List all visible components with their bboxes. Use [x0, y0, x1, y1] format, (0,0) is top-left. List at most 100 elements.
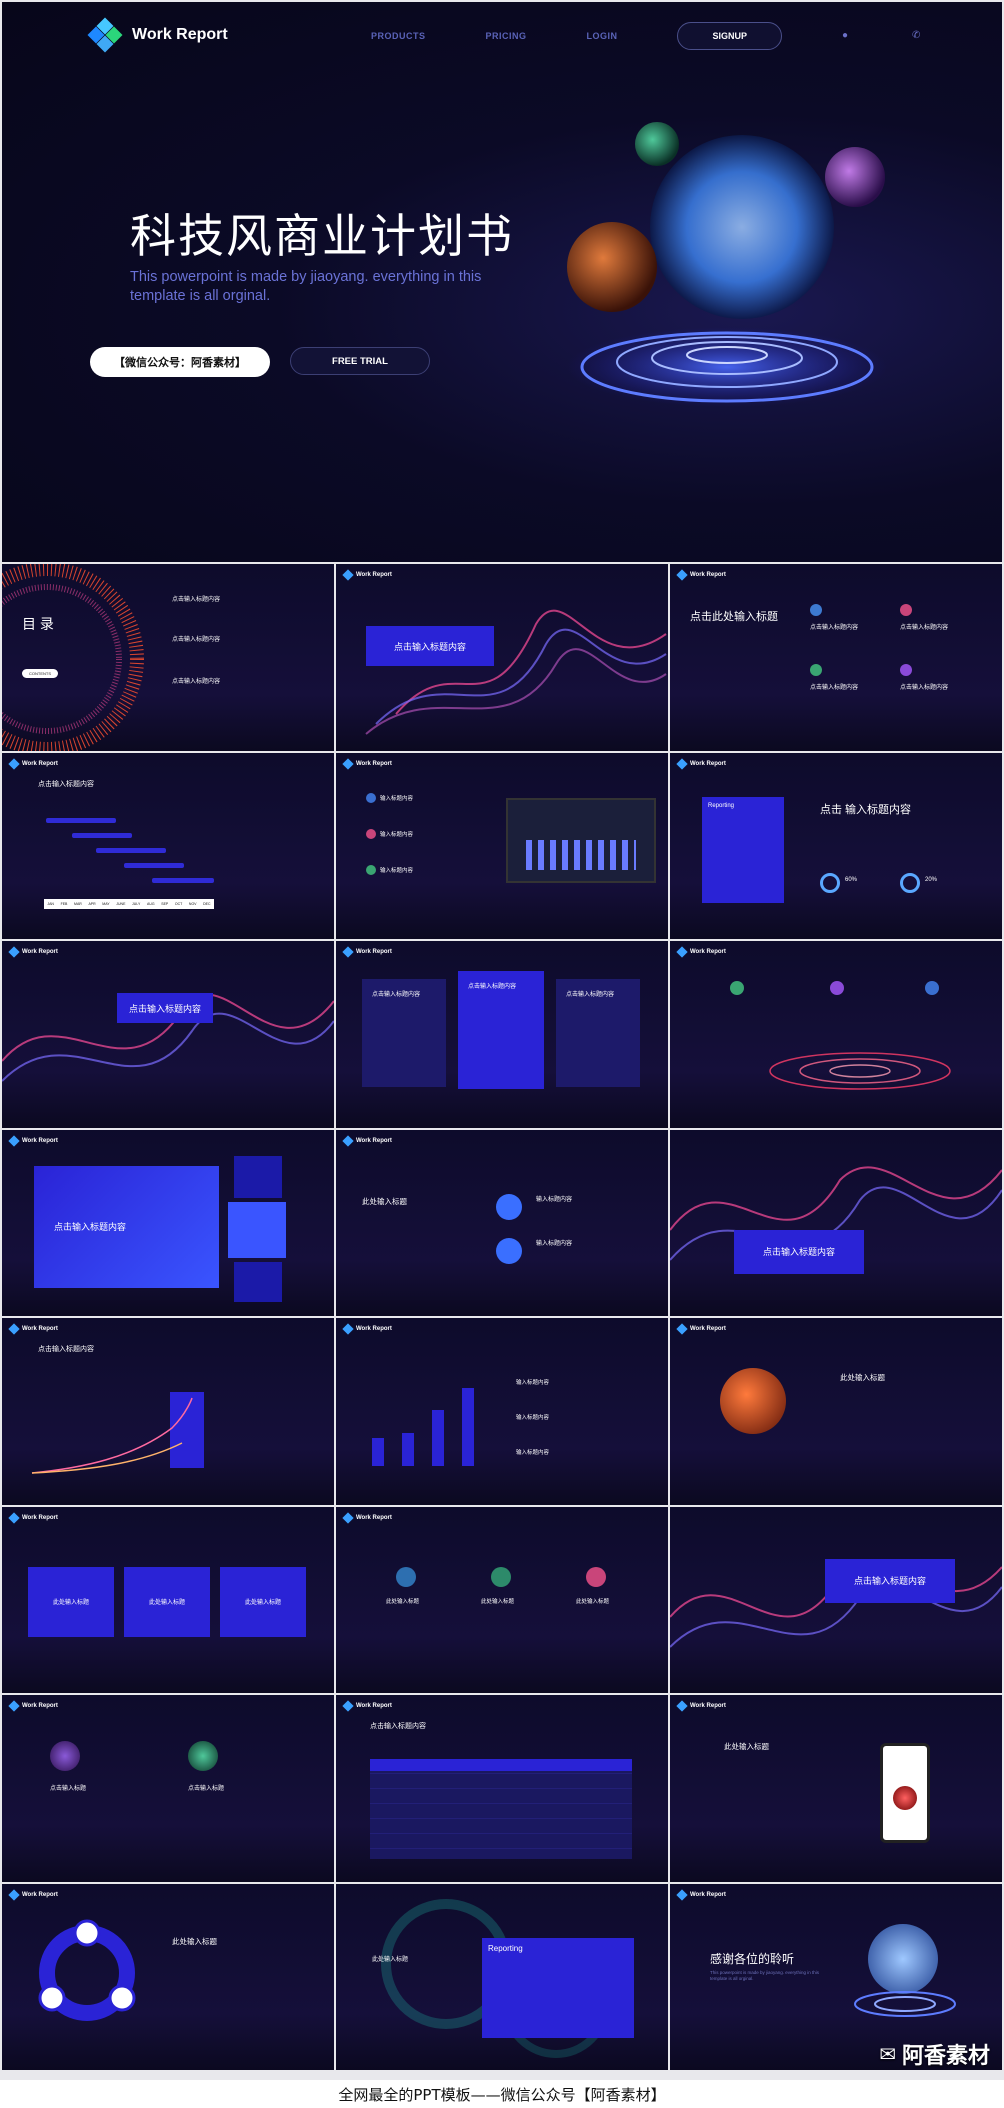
s3-item-2: 点击输入标题内容: [900, 625, 949, 631]
logo-icon: [87, 17, 123, 53]
s5-item-1: 输入标题内容: [380, 795, 414, 802]
mini-logo: Work Report: [342, 757, 392, 770]
slide-two-orbs[interactable]: Work Report 点击输入标题 点击输入标题: [2, 1695, 334, 1882]
slide-big-blue[interactable]: Work Report 点击输入标题内容: [2, 1129, 334, 1316]
mini-logo: Work Report: [8, 946, 58, 958]
top-nav: PRODUCTS PRICING LOGIN SIGNUP ● ✆: [371, 22, 922, 50]
s19-col-1: 点击输入标题: [50, 1786, 87, 1792]
month-label: JULY: [132, 901, 141, 906]
free-trial-button[interactable]: FREE TRIAL: [290, 347, 430, 375]
slide-three-cards[interactable]: Work Report 此处输入标题 此处输入标题 此处输入标题: [2, 1506, 334, 1693]
slide-wave-box[interactable]: Work Report 点击输入标题内容: [336, 564, 668, 751]
slide-wave-3[interactable]: 点击输入标题内容: [670, 1129, 1002, 1316]
s11-item-2: 输入标题内容: [536, 1240, 573, 1247]
slide-wave-2[interactable]: Work Report 点击输入标题内容: [2, 941, 334, 1128]
slide-three-cols[interactable]: Work Report 点击输入标题内容 点击输入标题内容 点击输入标题内容: [336, 941, 668, 1128]
wave-graphic: [365, 609, 667, 735]
month-label: SEP: [161, 901, 169, 906]
slide-icons[interactable]: Work Report 此处输入标题 输入标题内容 输入标题内容: [336, 1129, 668, 1316]
blue-sphere: [650, 135, 834, 319]
s10-title-box: 点击输入标题内容: [34, 1165, 219, 1288]
mini-logo: Work Report: [8, 757, 58, 770]
s7-title-box: 点击输入标题内容: [117, 993, 213, 1023]
s5-item-3: 输入标题内容: [380, 867, 414, 874]
title-box: 点击输入标题内容: [366, 626, 494, 666]
ring-graphic: [2, 564, 144, 751]
s6-title: 点击 输入标题内容: [820, 803, 912, 816]
nav-pricing[interactable]: PRICING: [485, 31, 527, 41]
glow: [567, 327, 887, 407]
contents-button[interactable]: CONTENTS: [22, 669, 58, 678]
col-card-3: 点击输入标题内容: [556, 979, 640, 1087]
mini-logo: Work Report: [342, 1134, 392, 1147]
s4-title: 点击输入标题内容: [38, 780, 94, 788]
toc-title: 目 录: [22, 616, 54, 632]
slide-dashboard[interactable]: Work Report 输入标题内容 输入标题内容 输入标题内容: [336, 752, 668, 939]
mini-logo: Work Report: [8, 1700, 58, 1712]
footer-caption: 全网最全的PPT模板——微信公众号【阿香素材】: [0, 2080, 1004, 2108]
ring-base: [854, 1990, 956, 2017]
slide-three-orbs[interactable]: Work Report 此处输入标题 此处输入标题 此处输入标题: [336, 1506, 668, 1693]
chat-icon[interactable]: ●: [842, 30, 849, 41]
brand-logo[interactable]: Work Report: [87, 17, 228, 53]
table: [370, 1759, 632, 1859]
mini-logo: Work Report: [342, 569, 392, 581]
orange-sphere: [567, 222, 657, 312]
mini-logo: Work Report: [676, 1700, 726, 1712]
slide-toc[interactable]: 目 录 CONTENTS 点击输入标题内容 点击输入标题内容 点击输入标题内容: [2, 564, 334, 751]
slide-swirl-teal[interactable]: 此处输入标题 Reporting: [336, 1883, 668, 2070]
month-label: OCT: [174, 901, 183, 906]
month-label: APR: [88, 901, 96, 906]
slide-timeline[interactable]: Work Report 点击输入标题内容 JAN FEB MAR APR MAY JUNE…: [2, 752, 334, 939]
reporting-table: Reporting: [482, 1937, 634, 2038]
wechat-button[interactable]: 【微信公众号：阿香素材】: [90, 347, 270, 377]
month-label: JUNE: [116, 901, 126, 906]
s3-item-4: 点击输入标题内容: [900, 685, 949, 691]
s20-title: 点击输入标题内容: [370, 1723, 426, 1730]
signup-button[interactable]: SIGNUP: [677, 22, 782, 50]
toc-item-1: 点击输入标题内容: [172, 597, 221, 603]
slide-swirl[interactable]: Work Report: [670, 941, 1002, 1128]
nav-login[interactable]: LOGIN: [586, 31, 618, 41]
slide-planet[interactable]: Work Report 此处输入标题: [670, 1318, 1002, 1505]
swirl-graphic: [769, 1052, 951, 1090]
green-sphere: [635, 122, 679, 166]
mini-logo: Work Report: [8, 1323, 58, 1335]
s21-title: 此处输入标题: [724, 1742, 769, 1751]
nav-products[interactable]: PRODUCTS: [370, 31, 426, 41]
slide-line-chart[interactable]: Work Report 点击输入标题内容: [2, 1318, 334, 1505]
hero-slide: Work Report PRODUCTS PRICING LOGIN SIGNU…: [2, 2, 1002, 562]
s14-item-3: 输入标题内容: [516, 1450, 550, 1456]
laptop-screen: [506, 797, 656, 883]
slide-phone[interactable]: Work Report 此处输入标题: [670, 1695, 1002, 1882]
mini-logo: Work Report: [676, 757, 726, 770]
mini-logo: Work Report: [8, 1888, 58, 1901]
mini-logo: Work Report: [676, 1323, 726, 1335]
s5-item-2: 输入标题内容: [380, 831, 414, 838]
s15-title: 此处输入标题: [840, 1373, 885, 1382]
slide-four-items[interactable]: Work Report 点击此处输入标题 点击输入标题内容 点击输入标题内容 点…: [670, 564, 1002, 751]
mini-logo: Work Report: [676, 1888, 726, 1901]
slide-cycle[interactable]: Work Report 此处输入标题: [2, 1883, 334, 2070]
col-card-1: 点击输入标题内容: [362, 979, 446, 1087]
mini-logo: Work Report: [676, 946, 726, 958]
col-card-2: 点击输入标题内容: [458, 971, 544, 1089]
s17-col-1: 此处输入标题: [386, 1598, 420, 1605]
slide-bar-chart[interactable]: Work Report 输入标题内容 输入标题内容 输入标题内容: [336, 1318, 668, 1505]
month-label: MAY: [102, 901, 110, 906]
month-axis: JAN FEB MAR APR MAY JUNE JULY AUG SEP OCT NOV DEC: [44, 898, 214, 909]
phone-icon[interactable]: ✆: [912, 30, 921, 41]
slide-wave-4[interactable]: 点击输入标题内容: [670, 1506, 1002, 1693]
phone-mock: [880, 1743, 930, 1843]
s18-title-box: 点击输入标题内容: [825, 1558, 955, 1603]
hero-subtitle: This powerpoint is made by jiaoyang. eve…: [130, 269, 482, 304]
slide-table[interactable]: Work Report 点击输入标题内容: [336, 1695, 668, 1882]
month-label: FEB: [60, 901, 68, 906]
hero-sphere-illustration: [567, 122, 887, 407]
month-label: JAN: [47, 901, 54, 906]
month-label: NOV: [188, 901, 197, 906]
s13-title: 点击输入标题内容: [38, 1346, 94, 1353]
slide-thanks[interactable]: Work Report 感谢各位的聆听 This powerpoint is m…: [670, 1883, 1002, 2070]
s16-card-2: 此处输入标题: [124, 1566, 210, 1637]
slide-reporting[interactable]: Work Report Reporting 点击 输入标题内容 60% 20%: [670, 752, 1002, 939]
